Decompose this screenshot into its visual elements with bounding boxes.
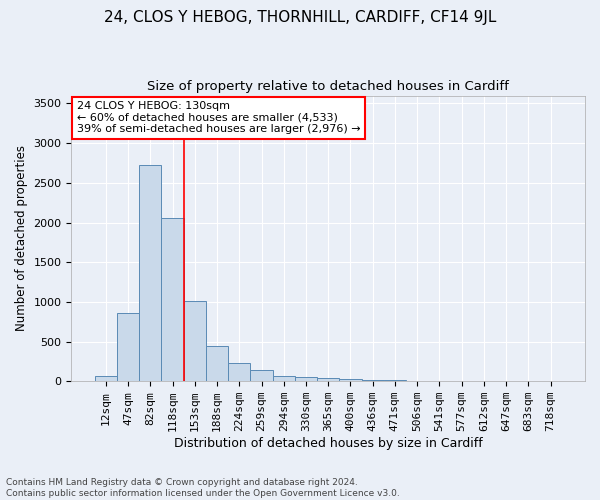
Bar <box>295 378 317 381</box>
Bar <box>340 379 362 381</box>
Bar <box>206 346 228 381</box>
Bar <box>139 164 161 381</box>
Bar <box>384 380 406 381</box>
Y-axis label: Number of detached properties: Number of detached properties <box>15 146 28 332</box>
Bar <box>161 218 184 381</box>
Text: 24 CLOS Y HEBOG: 130sqm
← 60% of detached houses are smaller (4,533)
39% of semi: 24 CLOS Y HEBOG: 130sqm ← 60% of detache… <box>77 102 360 134</box>
Bar <box>228 363 250 381</box>
Bar <box>317 378 340 381</box>
Bar <box>184 301 206 381</box>
Bar <box>117 313 139 381</box>
Text: 24, CLOS Y HEBOG, THORNHILL, CARDIFF, CF14 9JL: 24, CLOS Y HEBOG, THORNHILL, CARDIFF, CF… <box>104 10 496 25</box>
X-axis label: Distribution of detached houses by size in Cardiff: Distribution of detached houses by size … <box>174 437 482 450</box>
Bar <box>95 376 117 381</box>
Title: Size of property relative to detached houses in Cardiff: Size of property relative to detached ho… <box>147 80 509 93</box>
Bar <box>272 376 295 381</box>
Bar <box>362 380 384 381</box>
Bar <box>250 370 272 381</box>
Text: Contains HM Land Registry data © Crown copyright and database right 2024.
Contai: Contains HM Land Registry data © Crown c… <box>6 478 400 498</box>
